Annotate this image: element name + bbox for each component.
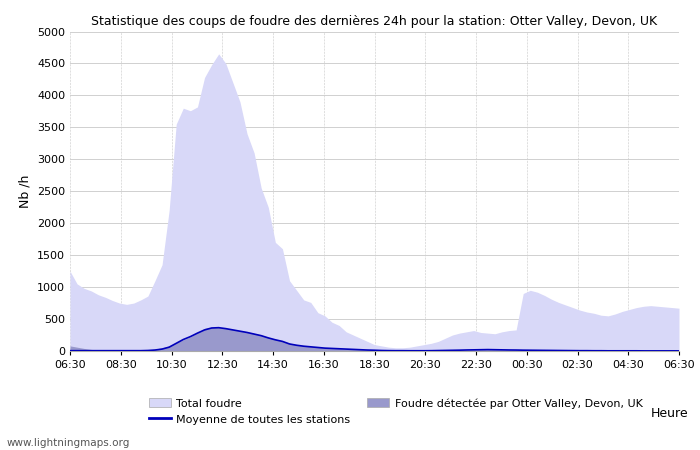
Title: Statistique des coups de foudre des dernières 24h pour la station: Otter Valley,: Statistique des coups de foudre des dern… <box>92 14 657 27</box>
Y-axis label: Nb /h: Nb /h <box>18 175 32 208</box>
Text: www.lightningmaps.org: www.lightningmaps.org <box>7 438 130 448</box>
Text: Heure: Heure <box>651 407 689 420</box>
Legend: Total foudre, Moyenne de toutes les stations, Foudre détectée par Otter Valley, : Total foudre, Moyenne de toutes les stat… <box>148 398 643 425</box>
